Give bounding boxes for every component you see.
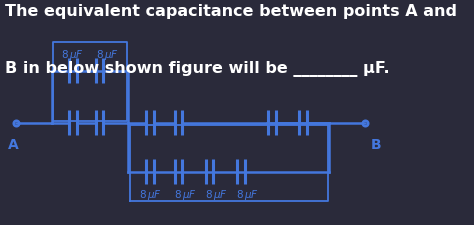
Text: $8\,\mu F$: $8\,\mu F$ [139,188,162,202]
Text: $8\,\mu F$: $8\,\mu F$ [96,48,119,62]
Text: $8\,\mu F$: $8\,\mu F$ [173,188,197,202]
Text: The equivalent capacitance between points A and: The equivalent capacitance between point… [5,4,457,19]
Text: B: B [371,138,382,152]
Text: $8\,\mu F$: $8\,\mu F$ [236,188,259,202]
Text: $8\,\mu F$: $8\,\mu F$ [205,188,228,202]
Text: $8\,\mu F$: $8\,\mu F$ [61,48,84,62]
Text: A: A [8,138,19,152]
Text: B in below shown figure will be ________ μF.: B in below shown figure will be ________… [5,61,390,77]
